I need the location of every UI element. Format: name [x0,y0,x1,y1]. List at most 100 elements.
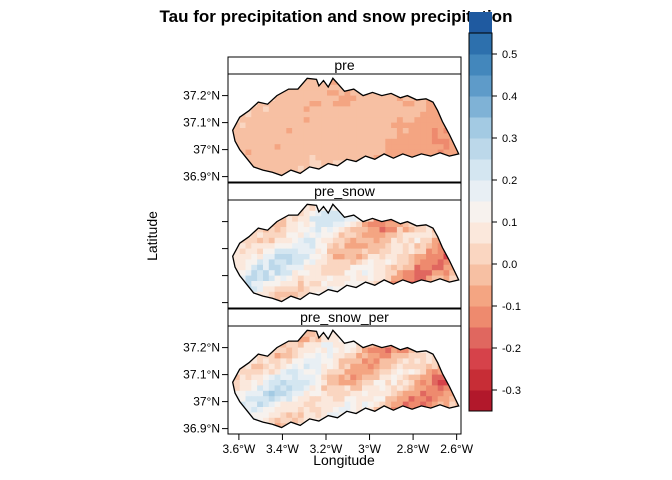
tau-cell [257,155,264,161]
tau-cell [443,380,450,386]
tau-cell [391,95,398,102]
tau-cell [321,171,328,176]
tau-cell [245,248,252,255]
tau-cell [396,330,404,332]
tau-cell [263,171,270,176]
tau-cell [449,221,456,228]
tau-cell [321,380,328,386]
tau-cell [402,286,410,293]
tau-cell [367,259,375,266]
tau-cell [239,122,247,129]
tau-cell [286,248,293,255]
region-boundary [232,77,460,177]
tau-cell [257,401,264,408]
tau-cell [239,171,247,176]
tau-cell [344,79,351,86]
tau-cell [443,237,450,244]
tau-cell [232,347,235,354]
tau-cell [379,380,386,386]
tau-cell [402,358,410,365]
tau-cell [274,232,281,239]
tau-cell [327,84,334,91]
tau-cell [362,243,369,250]
tau-cell [426,363,433,370]
tau-cell [232,221,235,228]
tau-cell [373,78,380,80]
tau-cell [309,155,316,161]
tau-cell [396,216,404,223]
tau-cell [274,254,281,260]
tau-cell [344,342,351,349]
tau-cell [431,385,439,392]
tau-cell [332,401,340,408]
tau-cell [315,160,322,167]
tau-cell [391,78,398,80]
tau-cell [268,358,276,365]
tau-cell [280,227,287,233]
tau-cell [391,204,398,206]
tau-cell [350,90,357,97]
tau-cell [268,281,276,287]
tau-cell [251,133,258,140]
tau-cell [257,106,264,113]
tau-cell [233,353,241,359]
tau-cell [373,347,380,354]
tau-cell [233,264,241,271]
tau-cell [385,336,392,343]
tau-cell [373,160,380,167]
tau-cell [315,122,322,129]
tau-cell [379,358,386,365]
tau-cell [426,144,433,151]
tau-cell [356,331,363,338]
tau-cell [356,101,363,107]
tau-cell [239,90,247,97]
tau-cell [426,138,433,145]
tau-cell [251,95,258,102]
tau-cell [280,248,287,255]
tau-cell [263,401,270,408]
tau-cell [257,275,264,282]
tau-cell [251,210,258,217]
tau-cell [321,347,328,354]
tau-cell [233,210,241,217]
tau-cell [426,133,433,140]
tau-cell [414,227,421,233]
tau-cell [420,160,427,167]
tau-cell [426,165,433,172]
tau-cell [309,248,316,255]
tau-cell [233,259,241,266]
tau-cell [263,286,270,293]
tau-cell [280,275,287,282]
tau-cell [344,374,351,381]
tau-cell [350,330,357,332]
tau-cell [437,396,445,403]
tau-cell [327,243,334,250]
tau-cell [431,417,439,424]
tau-cell [431,336,439,343]
tau-cell [251,243,258,250]
tau-cell [344,165,351,172]
tau-cell [379,106,386,113]
tau-cell [437,79,445,86]
tau-cell [449,401,456,408]
tau-cell [332,237,340,244]
tau-cell [327,423,334,428]
tau-cell [245,227,252,233]
tau-cell [338,358,346,365]
tau-cell [309,90,316,97]
tau-cell [391,205,398,212]
tau-cell [402,385,410,392]
tau-cell [251,330,258,332]
panel-pre-snow: pre_snow [222,182,462,309]
tau-cell [332,144,340,151]
tau-cell [327,336,334,343]
tau-cell [232,160,235,167]
tau-cell [356,237,363,244]
tau-cell [350,380,357,386]
tau-cell [315,396,322,403]
tau-cell [344,369,351,376]
tau-cell [232,336,235,343]
tau-cell [385,101,392,107]
tau-cell [251,423,258,428]
tau-cell [350,155,357,161]
